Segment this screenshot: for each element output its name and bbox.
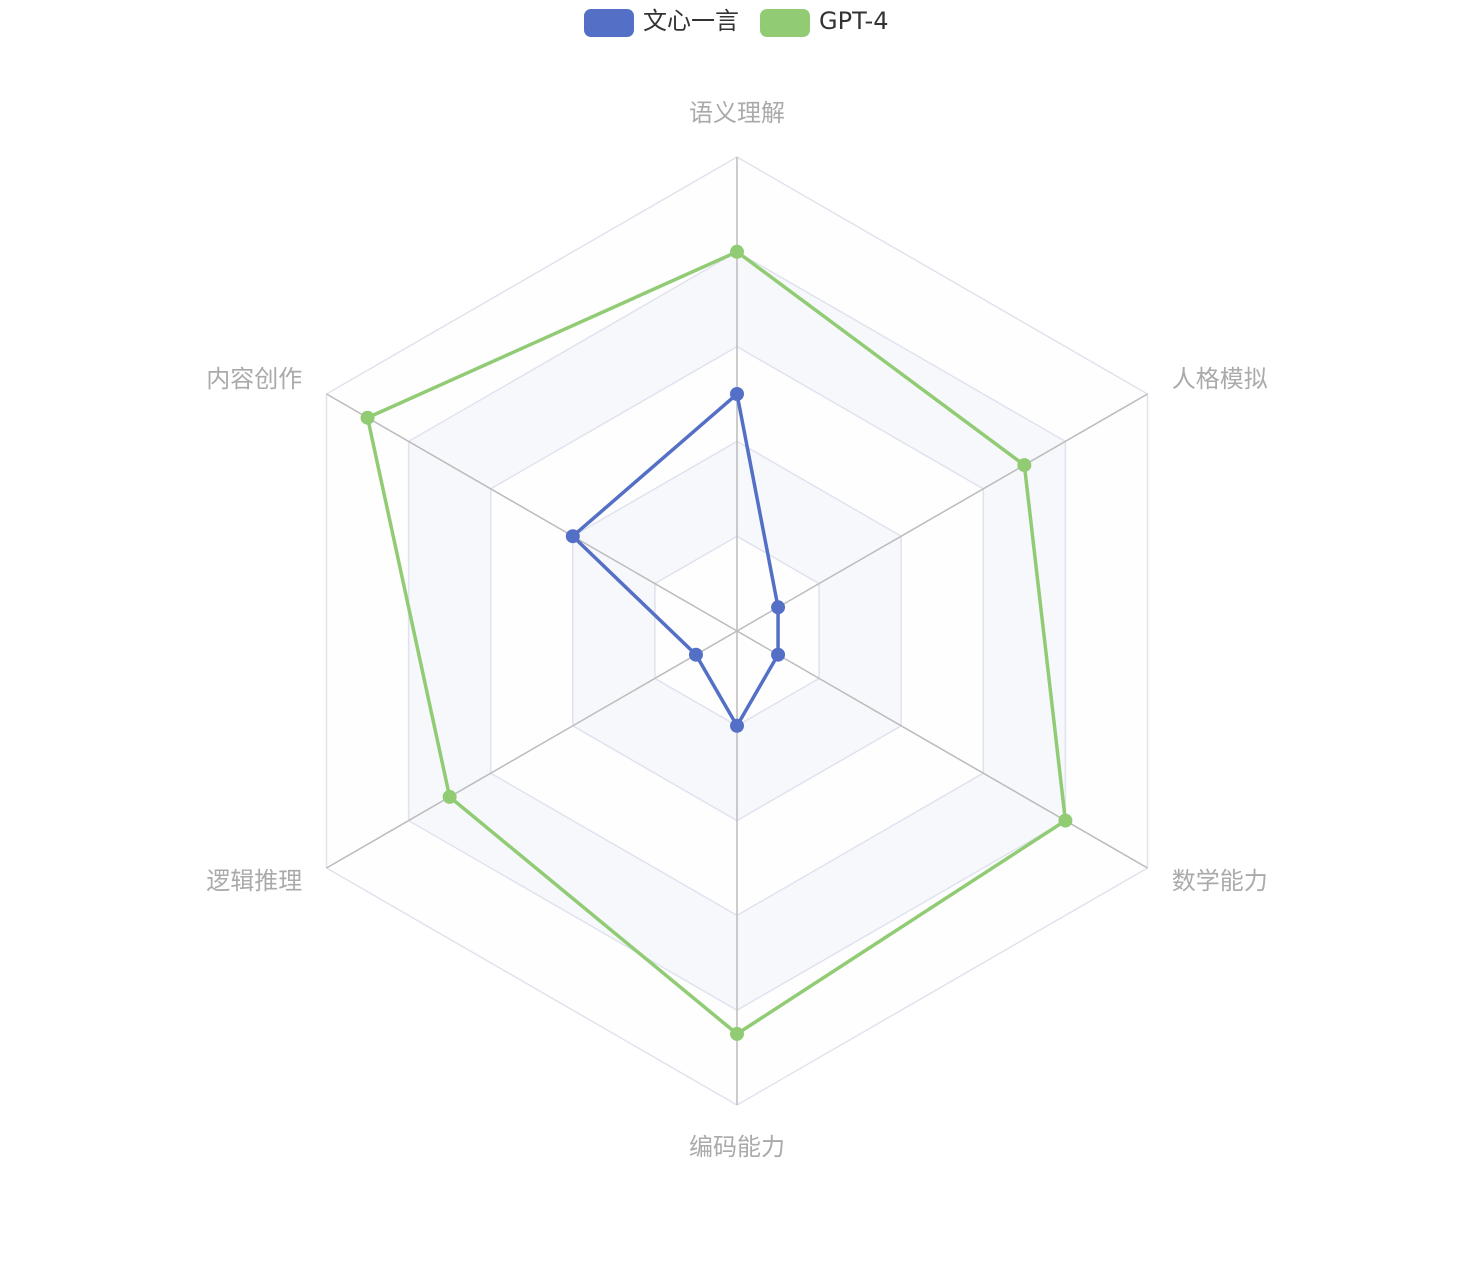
data-point <box>730 387 744 401</box>
legend-item[interactable]: 文心一言 <box>584 7 739 37</box>
axis-line <box>326 630 738 869</box>
data-point <box>1058 813 1073 828</box>
indicator-label: 数学能力 <box>1172 867 1268 895</box>
data-point <box>442 789 457 804</box>
indicator-label: 内容创作 <box>206 365 302 393</box>
data-point <box>565 529 580 544</box>
legend-label[interactable]: 文心一言 <box>643 7 739 35</box>
data-point <box>730 1026 744 1041</box>
data-point <box>771 600 786 615</box>
legend-item[interactable]: GPT-4 <box>760 7 888 37</box>
data-point <box>688 647 703 662</box>
data-point <box>1017 458 1032 473</box>
legend-label[interactable]: GPT-4 <box>819 7 888 35</box>
legend-swatch[interactable] <box>584 9 634 37</box>
data-point <box>360 410 375 425</box>
indicator-label: 人格模拟 <box>1172 365 1268 393</box>
axis-line <box>736 630 1148 869</box>
data-point <box>730 244 744 259</box>
data-point <box>771 647 786 662</box>
indicator-label: 编码能力 <box>689 1133 785 1161</box>
legend-swatch[interactable] <box>760 9 810 37</box>
data-point <box>730 718 744 733</box>
axis-line <box>736 393 1148 632</box>
axis-line <box>326 393 738 632</box>
indicator-label: 逻辑推理 <box>206 867 302 895</box>
indicator-label: 语义理解 <box>689 99 785 127</box>
